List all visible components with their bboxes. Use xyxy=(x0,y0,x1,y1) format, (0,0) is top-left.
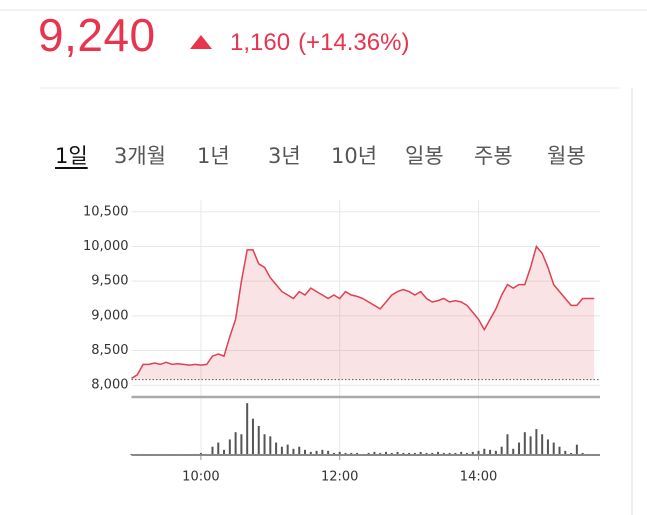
volume-bar xyxy=(535,429,538,455)
y-tick-label: 8,000 xyxy=(91,378,128,393)
period-tab[interactable]: 3년 xyxy=(268,144,301,168)
volume-bar xyxy=(327,450,330,455)
y-tick-label: 9,000 xyxy=(91,308,128,323)
volume-bar xyxy=(332,452,335,455)
y-tick-label: 10,000 xyxy=(83,239,129,254)
volume-bar xyxy=(581,452,584,455)
volume-bar xyxy=(298,446,301,455)
y-tick-label: 10,500 xyxy=(83,204,129,219)
volume-bar xyxy=(292,448,295,455)
volume-bar xyxy=(338,451,341,455)
period-tab[interactable]: 주봉 xyxy=(474,144,513,168)
volume-bar xyxy=(367,452,370,455)
volume-bar xyxy=(263,434,266,455)
volume-bar xyxy=(529,436,532,455)
volume-bar xyxy=(494,450,497,455)
volume-bar xyxy=(442,452,445,455)
period-tab[interactable]: 1일 xyxy=(55,144,88,168)
change-pct: (+14.36%) xyxy=(298,29,410,56)
x-tick-label: 12:00 xyxy=(321,470,358,485)
volume-bar xyxy=(240,434,243,455)
volume-bar xyxy=(286,444,289,455)
volume-bar xyxy=(575,444,578,455)
change-value: 1,160 xyxy=(230,29,291,56)
volume-bar xyxy=(199,452,202,455)
up-arrow xyxy=(190,35,212,49)
volume-bar xyxy=(425,452,428,455)
volume-bar xyxy=(304,449,307,455)
volume-bar xyxy=(280,446,283,455)
price-line xyxy=(131,244,595,379)
volume-bar xyxy=(483,448,486,455)
volume-bar xyxy=(437,451,440,455)
volume-bar xyxy=(552,442,555,455)
period-tab[interactable]: 월봉 xyxy=(547,144,586,168)
change: 1,160 (+14.36%) xyxy=(230,29,417,57)
volume-bar xyxy=(373,451,376,455)
volume-bar xyxy=(384,451,387,455)
volume-bar xyxy=(477,450,480,455)
volume-bar xyxy=(344,452,347,455)
price-area xyxy=(131,246,595,380)
volume-bar xyxy=(379,452,382,455)
volume-bar xyxy=(251,418,254,455)
volume-bar xyxy=(402,452,405,455)
volume-bar xyxy=(228,439,231,455)
volume-bar xyxy=(234,432,237,455)
volume-bar xyxy=(465,452,468,455)
period-tabs: 1일 3개월 1년 3년 10년 일봉 주봉 월봉 xyxy=(0,140,620,174)
volume-bar xyxy=(217,442,220,455)
volume-bar xyxy=(408,452,411,455)
x-tick-label: 14:00 xyxy=(460,470,497,485)
volume-bar xyxy=(518,442,521,455)
volume-bar xyxy=(489,449,492,455)
volume-bar xyxy=(309,451,312,455)
x-tick-label: 10:00 xyxy=(182,470,219,485)
volume-bar xyxy=(506,434,509,455)
volume-bar xyxy=(564,450,567,455)
volume-bar xyxy=(315,450,318,455)
volume-bar xyxy=(431,452,434,455)
volume-bar xyxy=(570,452,573,455)
volume-bar xyxy=(211,446,214,455)
volume-bar xyxy=(321,449,324,455)
volume-bar xyxy=(454,452,457,455)
volume-bar xyxy=(546,439,549,455)
volume-bar xyxy=(350,452,353,455)
period-tab[interactable]: 1년 xyxy=(197,144,230,168)
volume-bar xyxy=(356,452,359,455)
y-tick-label: 9,500 xyxy=(91,274,128,289)
volume-bar xyxy=(558,446,561,455)
volume-bar xyxy=(246,403,249,455)
period-tab[interactable]: 일봉 xyxy=(405,144,444,168)
volume-bar xyxy=(500,446,503,455)
volume-bar xyxy=(541,434,544,455)
volume-bar xyxy=(419,451,422,455)
volume-bar xyxy=(460,451,463,455)
volume-bar xyxy=(471,451,474,455)
price: 9,240 xyxy=(38,9,156,61)
period-tab[interactable]: 10년 xyxy=(331,144,378,168)
volume-bar xyxy=(390,452,393,455)
volume-bar xyxy=(523,432,526,455)
volume-bar xyxy=(275,442,278,455)
volume-bar xyxy=(269,436,272,455)
y-tick-label: 8,500 xyxy=(91,343,128,358)
volume-bar xyxy=(257,425,260,455)
plot-area xyxy=(131,200,600,455)
volume-bar xyxy=(223,449,226,455)
volume-bar xyxy=(448,452,451,455)
volume-bar xyxy=(413,452,416,455)
period-tab[interactable]: 3개월 xyxy=(114,144,167,168)
volume-bar xyxy=(396,451,399,455)
volume-bar xyxy=(512,448,515,455)
